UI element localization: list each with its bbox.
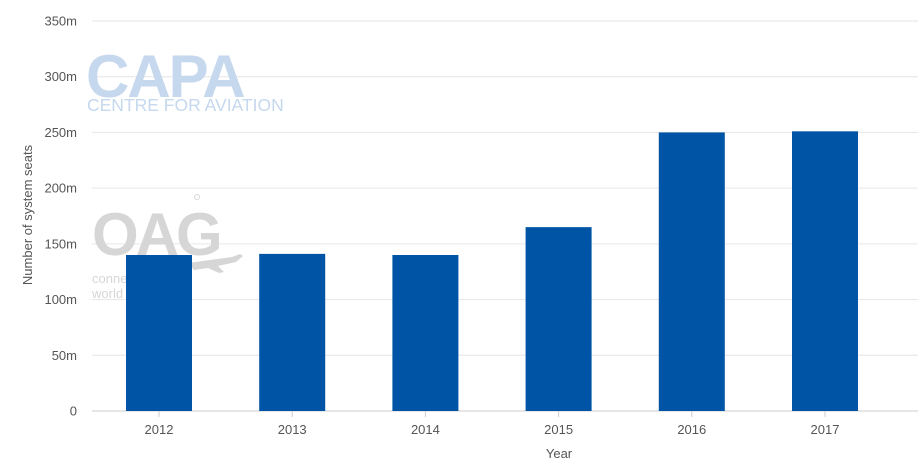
x-tick-label: 2015 <box>544 422 573 437</box>
y-axis-ticks: 0 50m 100m 150m 200m 250m 300m 350m <box>44 14 77 419</box>
bar-2016 <box>658 132 725 411</box>
y-tick-label: 100m <box>44 292 77 307</box>
y-axis-title: Number of system seats <box>20 144 35 285</box>
x-tick-label: 2017 <box>811 422 840 437</box>
x-tick-label: 2013 <box>278 422 307 437</box>
x-tick-label: 2014 <box>411 422 440 437</box>
y-tick-label: 0 <box>70 404 77 419</box>
y-tick-label: 350m <box>44 14 77 29</box>
bar-2014 <box>392 255 459 411</box>
bar-2017 <box>792 131 858 412</box>
y-tick-label: 250m <box>44 125 77 140</box>
y-tick-label: 200m <box>44 181 77 196</box>
y-tick-label: 300m <box>44 69 77 84</box>
x-axis-title: Year <box>546 446 573 461</box>
capa-watermark-tagline: CENTRE FOR AVIATION <box>87 95 284 115</box>
airplane-icon <box>188 254 243 273</box>
gridlines <box>92 20 918 412</box>
watermarks: CAPA CENTRE FOR AVIATION OAG conne world <box>86 43 284 301</box>
y-tick-label: 50m <box>52 348 77 363</box>
x-tick-label: 2016 <box>677 422 706 437</box>
capa-watermark-logo: CAPA <box>86 43 244 110</box>
bars <box>126 131 858 412</box>
oag-watermark-tagline-line1: conne <box>92 271 127 286</box>
y-tick-label: 150m <box>44 236 77 251</box>
x-axis-ticks: 2012 2013 2014 2015 2016 2017 <box>145 411 840 437</box>
oag-watermark-tagline-line2: world <box>91 286 123 301</box>
registered-mark-icon <box>194 194 200 200</box>
x-tick-label: 2012 <box>145 422 174 437</box>
bar-2013 <box>259 253 326 411</box>
bar-2015 <box>525 227 592 411</box>
bar-2012 <box>126 255 192 411</box>
